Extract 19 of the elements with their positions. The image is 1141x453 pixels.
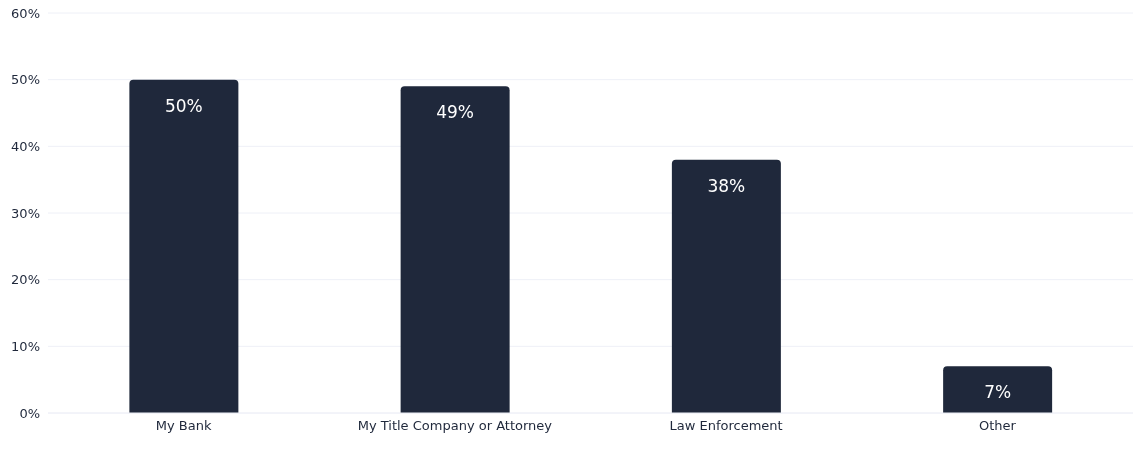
bar (943, 366, 1053, 413)
x-tick-label: My Title Company or Attorney (357, 418, 553, 434)
bar (671, 159, 781, 413)
data-label: 38% (707, 175, 746, 196)
x-tick-label: My Bank (155, 418, 212, 434)
x-tick-label: Other (978, 418, 1017, 434)
y-tick-label: 40% (11, 138, 40, 154)
data-label: 7% (984, 382, 1012, 403)
y-tick-label: 30% (11, 205, 40, 221)
data-label: 49% (436, 102, 475, 123)
bar (400, 86, 510, 413)
y-tick-label: 0% (19, 405, 40, 421)
x-tick-label: Law Enforcement (669, 418, 783, 434)
y-tick-label: 10% (11, 338, 40, 354)
y-tick-label: 20% (11, 272, 40, 288)
bar (129, 79, 239, 413)
data-label: 50% (164, 95, 203, 116)
y-tick-label: 50% (11, 72, 40, 88)
y-tick-label: 60% (11, 5, 40, 21)
